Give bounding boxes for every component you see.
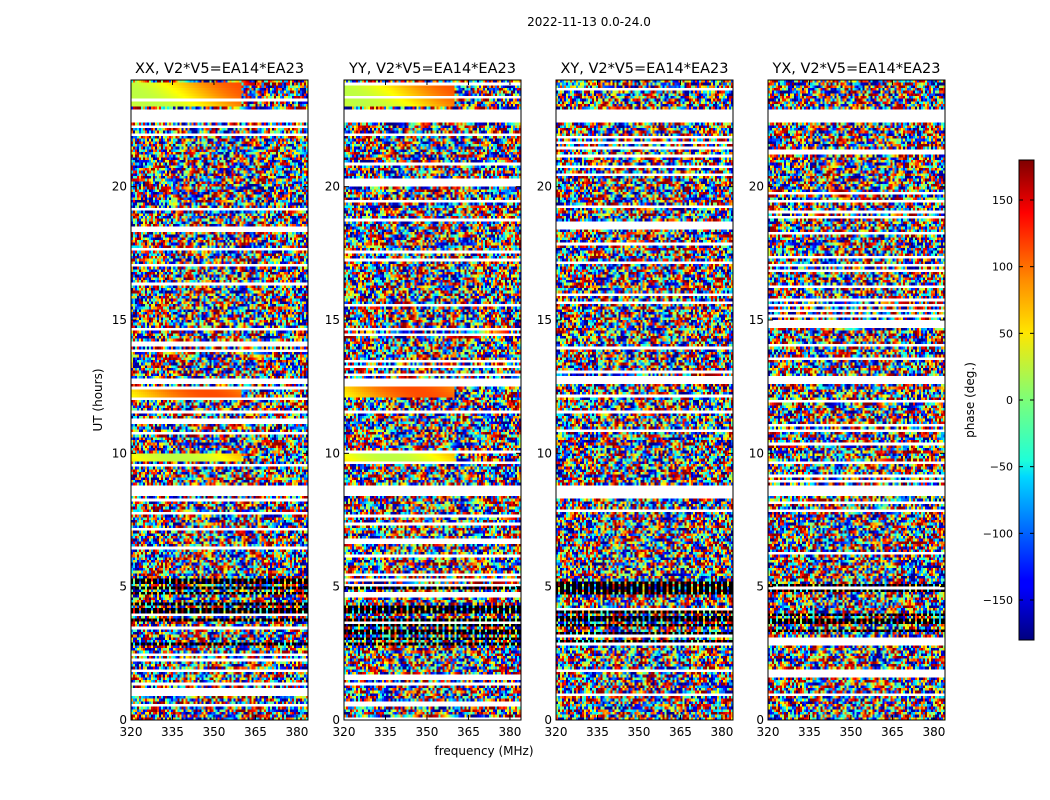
y-tick-label: 0 — [756, 713, 764, 727]
colorbar-tick-label: 150 — [992, 194, 1013, 207]
x-tick-label: 350 — [840, 725, 863, 739]
panel-xx: XX, V2*V5=EA14*EA23 320 335 350 365 380 0 5 10 15… — [112, 61, 309, 739]
colorbar-tick-label: −50 — [990, 461, 1013, 474]
y-tick-label: 10 — [325, 446, 340, 460]
colorbar-tick-label: 50 — [999, 327, 1013, 340]
phase-heatmap — [131, 80, 308, 720]
colorbar-tick-label: 0 — [1006, 394, 1013, 407]
y-tick-label: 5 — [756, 580, 764, 594]
x-tick-label: 365 — [457, 725, 480, 739]
y-tick-label: 15 — [112, 313, 127, 327]
x-tick-label: 335 — [161, 725, 184, 739]
y-tick-label: 5 — [544, 580, 552, 594]
phase-heatmap — [768, 80, 945, 720]
x-tick-label: 350 — [203, 725, 226, 739]
y-tick-label: 20 — [537, 180, 552, 194]
x-tick-label: 320 — [545, 725, 568, 739]
y-tick-label: 10 — [749, 446, 764, 460]
x-tick-label: 335 — [374, 725, 397, 739]
x-tick-label: 380 — [710, 725, 733, 739]
colorbar-tick-label: −150 — [983, 594, 1013, 607]
y-tick-label: 0 — [332, 713, 340, 727]
y-tick-label: 5 — [332, 580, 340, 594]
x-tick-label: 350 — [628, 725, 651, 739]
x-tick-label: 365 — [881, 725, 904, 739]
x-tick-label: 380 — [922, 725, 945, 739]
panel-xy: XY, V2*V5=EA14*EA23 320 335 350 365 380 0 5 10 15… — [537, 61, 734, 739]
y-tick-label: 10 — [112, 446, 127, 460]
panel-yx: YX, V2*V5=EA14*EA23 320 335 350 365 380 0 5 10 15… — [749, 61, 946, 739]
panel-title: YY, V2*V5=EA14*EA23 — [348, 61, 516, 77]
colorbar-tick-label: −100 — [983, 527, 1013, 540]
panel-title: YX, V2*V5=EA14*EA23 — [771, 61, 940, 77]
panel-yy: YY, V2*V5=EA14*EA23 320 335 350 365 380 0 5 10 15… — [325, 61, 522, 739]
colorbar-label: phase (deg.) — [963, 362, 977, 438]
y-tick-label: 15 — [325, 313, 340, 327]
x-axis-label: frequency (MHz) — [434, 744, 533, 758]
y-tick-label: 0 — [544, 713, 552, 727]
y-axis-label: UT (hours) — [91, 368, 105, 431]
axes-frame — [555, 79, 734, 721]
axes-frame — [767, 79, 946, 721]
x-tick-label: 320 — [120, 725, 143, 739]
y-tick-label: 0 — [119, 713, 127, 727]
y-tick-label: 20 — [325, 180, 340, 194]
colorbar: 150 100 50 0 −50 −100 −150 phase (deg.) — [963, 159, 1035, 641]
panel-title: XY, V2*V5=EA14*EA23 — [560, 61, 728, 77]
y-tick-label: 20 — [112, 180, 127, 194]
colorbar-tick-label: 100 — [992, 261, 1013, 274]
phase-heatmap — [344, 80, 521, 720]
x-tick-label: 320 — [333, 725, 356, 739]
y-tick-label: 10 — [537, 446, 552, 460]
panels-group: XX, V2*V5=EA14*EA23 320 335 350 365 380 0 5 10 15… — [112, 61, 946, 739]
figure-suptitle: 2022-11-13 0.0-24.0 — [527, 15, 651, 29]
x-tick-label: 365 — [669, 725, 692, 739]
x-tick-label: 365 — [244, 725, 267, 739]
x-tick-label: 335 — [586, 725, 609, 739]
panel-title: XX, V2*V5=EA14*EA23 — [135, 61, 304, 77]
x-tick-label: 320 — [757, 725, 780, 739]
phase-heatmap — [556, 80, 733, 720]
y-tick-label: 5 — [119, 580, 127, 594]
x-tick-label: 350 — [416, 725, 439, 739]
y-tick-label: 15 — [537, 313, 552, 327]
y-tick-label: 20 — [749, 180, 764, 194]
axes-frame — [130, 79, 309, 721]
x-tick-label: 380 — [285, 725, 308, 739]
y-tick-label: 15 — [749, 313, 764, 327]
x-tick-label: 380 — [498, 725, 521, 739]
axes-frame — [343, 79, 522, 721]
colorbar-ticks: 150 100 50 0 −50 −100 −150 — [983, 194, 1034, 607]
x-tick-label: 335 — [798, 725, 821, 739]
